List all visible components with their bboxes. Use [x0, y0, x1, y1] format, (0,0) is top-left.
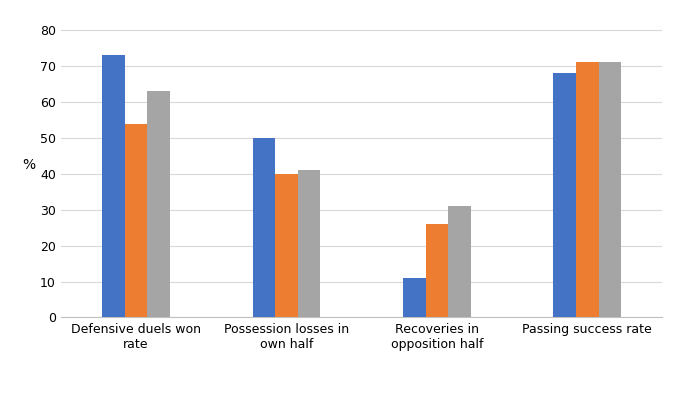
Bar — [403, 278, 426, 317]
Y-axis label: %: % — [22, 158, 35, 172]
Bar — [598, 63, 621, 317]
Bar — [554, 73, 576, 317]
Bar — [253, 138, 275, 317]
Bar — [125, 124, 147, 317]
Bar — [448, 206, 470, 317]
Bar — [426, 224, 448, 317]
Bar — [297, 170, 320, 317]
Bar — [147, 91, 170, 317]
Bar — [576, 63, 598, 317]
Bar — [102, 55, 125, 317]
Bar — [275, 174, 297, 317]
